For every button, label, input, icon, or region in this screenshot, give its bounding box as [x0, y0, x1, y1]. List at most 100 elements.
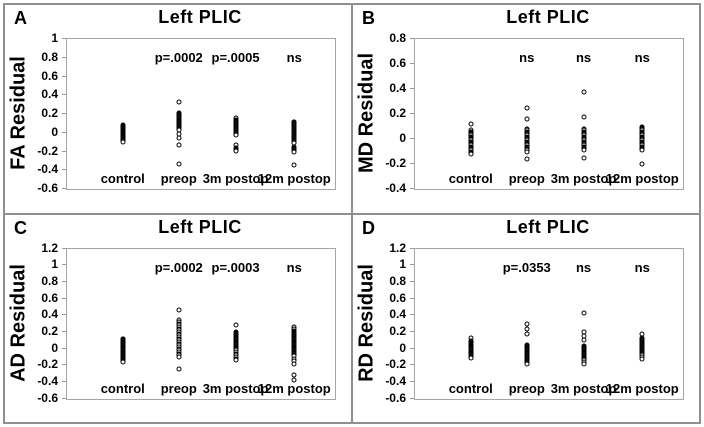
data-point [524, 116, 530, 122]
significance-annotation: ns [286, 50, 302, 65]
x-category-label: 12m postop [605, 380, 679, 396]
y-tick-mark [410, 297, 414, 299]
y-tick-mark [410, 188, 414, 189]
data-point [291, 377, 297, 383]
y-tick-mark [410, 330, 414, 332]
y-tick-label: 0.6 [41, 290, 58, 305]
y-tick-mark [62, 188, 66, 189]
y-tick-label: 0 [399, 131, 406, 145]
y-tick-label: -0.6 [385, 390, 406, 405]
vertical-divider [351, 5, 353, 213]
x-category-label: preop [160, 171, 197, 186]
data-point [233, 357, 239, 363]
plot-area: control preop 3m postop 12m postop p=.0002 p=… [66, 38, 336, 190]
data-point [120, 139, 126, 145]
data-point [524, 105, 530, 111]
data-point [291, 162, 297, 168]
x-category-label: control [100, 380, 145, 396]
significance-annotation: p=.0002 [154, 50, 203, 65]
y-tick-label: -0.4 [37, 373, 58, 388]
y-tick-label: 0.8 [389, 31, 406, 45]
y-tick-mark [410, 163, 414, 164]
y-tick-mark [62, 280, 66, 282]
y-tick-mark [62, 364, 66, 366]
y-tick-label: 1.2 [389, 240, 406, 255]
y-tick-label: 0 [51, 124, 58, 139]
data-point [233, 322, 239, 328]
data-point [176, 142, 182, 148]
figure-frame: A Left PLIC FA Residual control preop 3m p… [3, 3, 701, 424]
y-tick-mark [410, 347, 414, 349]
y-tick-label: -0.2 [385, 357, 406, 372]
x-category-label: 3m postop [202, 171, 269, 186]
y-tick-label: -0.6 [37, 181, 58, 195]
y-tick-label: 0.4 [41, 307, 58, 322]
data-point [176, 135, 182, 141]
data-point [468, 355, 474, 361]
data-point [176, 307, 182, 313]
y-tick-mark [62, 247, 66, 249]
y-tick-mark [62, 75, 66, 77]
y-tick-mark [62, 150, 66, 152]
y-tick-label: 0.6 [389, 56, 406, 70]
data-point [524, 326, 530, 331]
panel-title: Left PLIC [506, 216, 590, 237]
data-point [233, 148, 239, 154]
y-tick-mark [410, 113, 414, 114]
data-point [233, 132, 239, 138]
y-tick-label: -0.2 [37, 357, 58, 372]
significance-annotation: ns [575, 259, 592, 275]
y-tick-mark [410, 380, 414, 382]
y-tick-label: 0.6 [41, 68, 58, 83]
panel-title: Left PLIC [506, 7, 590, 27]
panel-title: Left PLIC [158, 216, 242, 237]
data-point [581, 361, 587, 366]
y-tick-label: -0.4 [37, 162, 58, 177]
panel-letter: B [362, 8, 375, 28]
significance-annotation: ns [575, 50, 592, 65]
y-tick-mark [410, 264, 414, 266]
y-tick-mark [410, 138, 414, 139]
y-tick-label: 0 [399, 340, 406, 355]
data-point [176, 354, 182, 360]
y-tick-mark [62, 380, 66, 382]
y-tick-mark [62, 38, 66, 39]
y-tick-mark [410, 88, 414, 89]
y-tick-label: 0.8 [41, 49, 58, 64]
panel-d: D Left PLIC RD Residual control preop 3m p… [353, 214, 699, 422]
x-category-label: preop [508, 171, 545, 186]
panel-grid: A Left PLIC FA Residual control preop 3m p… [5, 5, 699, 422]
x-category-label: control [448, 171, 493, 186]
y-tick-mark [62, 297, 66, 299]
y-tick-mark [62, 113, 66, 114]
panel-letter: A [14, 8, 27, 28]
y-tick-label: 1 [399, 257, 406, 272]
data-point [176, 366, 182, 372]
y-tick-label: 0.4 [389, 81, 406, 95]
y-tick-mark [410, 63, 414, 64]
y-tick-label: 0.4 [41, 87, 58, 102]
panel-title: Left PLIC [158, 7, 242, 27]
y-tick-label: 0.2 [389, 323, 406, 338]
data-point [120, 359, 126, 365]
panel-letter: C [14, 217, 27, 238]
data-point [176, 131, 182, 137]
data-point [581, 337, 587, 343]
y-tick-mark [410, 364, 414, 366]
significance-annotation: p=.0005 [211, 50, 260, 65]
y-tick-mark [410, 38, 414, 39]
data-point [291, 372, 297, 378]
y-tick-mark [410, 247, 414, 249]
y-tick-mark [62, 397, 66, 399]
significance-annotation: p=.0003 [211, 259, 260, 275]
y-tick-label: 0.2 [41, 323, 58, 338]
y-tick-mark [62, 330, 66, 332]
x-category-label: 3m postop [202, 380, 269, 396]
x-category-label: 12m postop [257, 171, 331, 186]
y-tick-mark [62, 94, 66, 96]
significance-annotation: p=.0002 [154, 259, 203, 275]
y-tick-label: 1.2 [41, 240, 58, 255]
y-tick-label: 0.4 [389, 307, 406, 322]
data-point [639, 147, 645, 153]
